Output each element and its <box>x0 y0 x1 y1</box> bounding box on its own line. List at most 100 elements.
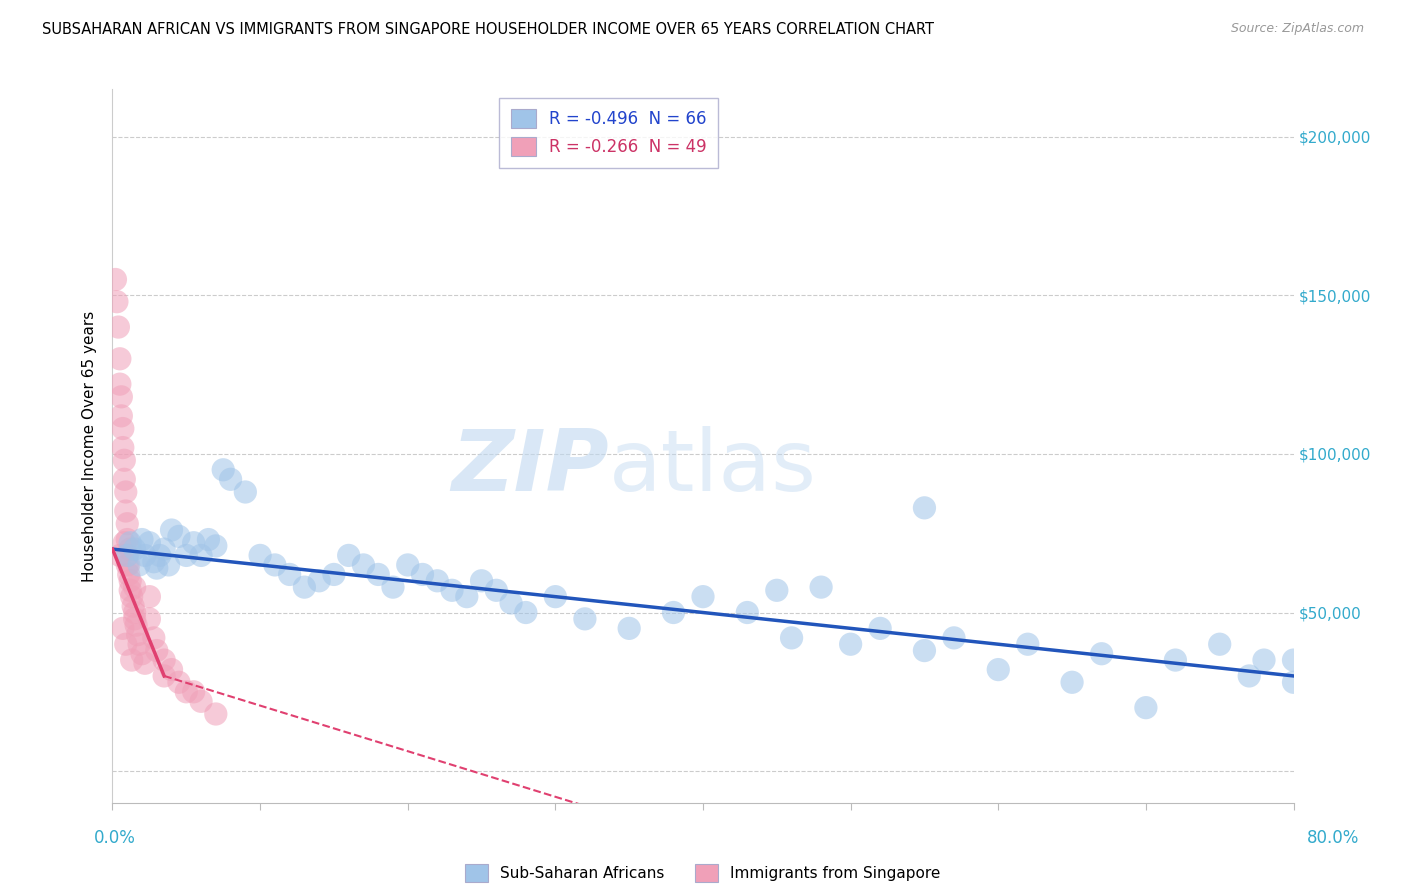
Point <box>134 657 156 671</box>
Text: ZIP: ZIP <box>451 425 609 509</box>
Text: SUBSAHARAN AFRICAN VS IMMIGRANTS FROM SINGAPORE HOUSEHOLDER INCOME OVER 65 YEARS: SUBSAHARAN AFRICAN VS IMMIGRANTS FROM SI… <box>42 22 934 37</box>
Point <box>662 606 685 620</box>
Point <box>501 596 523 610</box>
Point <box>183 685 205 699</box>
Point <box>914 500 936 515</box>
Point <box>1135 700 1157 714</box>
Point <box>131 647 153 661</box>
Point <box>1017 637 1039 651</box>
Point <box>104 272 127 286</box>
Point <box>1282 675 1305 690</box>
Point <box>105 294 128 309</box>
Point <box>190 694 212 708</box>
Point <box>125 618 148 632</box>
Point <box>114 485 136 500</box>
Point <box>1091 647 1114 661</box>
Point <box>149 549 172 563</box>
Point <box>142 631 165 645</box>
Point <box>118 558 141 572</box>
Point <box>117 516 138 531</box>
Point <box>117 549 138 563</box>
Point <box>108 549 131 563</box>
Point <box>138 590 160 604</box>
Point <box>120 583 142 598</box>
Point <box>382 580 405 594</box>
Point <box>112 535 135 549</box>
Point <box>412 567 434 582</box>
Point <box>111 421 134 435</box>
Point <box>160 663 183 677</box>
Point <box>111 621 134 635</box>
Text: 80.0%: 80.0% <box>1306 829 1360 847</box>
Point <box>153 542 176 557</box>
Point <box>352 558 374 572</box>
Point <box>337 549 360 563</box>
Point <box>737 606 759 620</box>
Point <box>120 535 142 549</box>
Point <box>515 606 537 620</box>
Point <box>117 533 138 547</box>
Point <box>107 320 129 334</box>
Point <box>111 441 134 455</box>
Point <box>124 606 146 620</box>
Point <box>308 574 330 588</box>
Point <box>128 637 150 651</box>
Point <box>131 533 153 547</box>
Point <box>396 558 419 572</box>
Point <box>183 535 205 549</box>
Point <box>108 351 131 366</box>
Point <box>766 583 789 598</box>
Point <box>124 612 146 626</box>
Point <box>323 567 346 582</box>
Point <box>780 631 803 645</box>
Point <box>124 580 146 594</box>
Point <box>117 549 138 563</box>
Point <box>110 390 132 404</box>
Text: atlas: atlas <box>609 425 817 509</box>
Point <box>441 583 464 598</box>
Y-axis label: Householder Income Over 65 years: Householder Income Over 65 years <box>82 310 97 582</box>
Point <box>219 472 242 486</box>
Point <box>146 561 169 575</box>
Point <box>987 663 1010 677</box>
Point <box>120 542 142 557</box>
Point <box>121 653 143 667</box>
Point <box>142 555 165 569</box>
Point <box>233 485 256 500</box>
Point <box>114 637 136 651</box>
Point <box>120 574 142 588</box>
Point <box>117 558 138 572</box>
Point <box>212 463 235 477</box>
Point <box>619 621 641 635</box>
Point <box>278 567 301 582</box>
Point <box>470 574 494 588</box>
Point <box>810 580 832 594</box>
Point <box>1239 669 1261 683</box>
Point <box>205 706 228 721</box>
Point <box>456 590 478 604</box>
Point <box>146 643 169 657</box>
Point <box>485 583 508 598</box>
Point <box>121 590 143 604</box>
Point <box>134 549 156 563</box>
Point <box>692 590 714 604</box>
Point <box>138 535 160 549</box>
Point <box>108 377 131 392</box>
Point <box>426 574 449 588</box>
Point <box>1208 637 1232 651</box>
Point <box>839 637 862 651</box>
Point <box>138 612 160 626</box>
Point <box>1164 653 1187 667</box>
Point <box>122 599 145 614</box>
Point <box>190 549 212 563</box>
Text: 0.0%: 0.0% <box>94 829 136 847</box>
Point <box>869 621 891 635</box>
Point <box>174 549 197 563</box>
Text: Source: ZipAtlas.com: Source: ZipAtlas.com <box>1230 22 1364 36</box>
Point <box>264 558 287 572</box>
Point <box>197 533 219 547</box>
Point <box>167 529 190 543</box>
Legend: Sub-Saharan Africans, Immigrants from Singapore: Sub-Saharan Africans, Immigrants from Si… <box>460 858 946 888</box>
Point <box>942 631 965 645</box>
Point <box>127 628 149 642</box>
